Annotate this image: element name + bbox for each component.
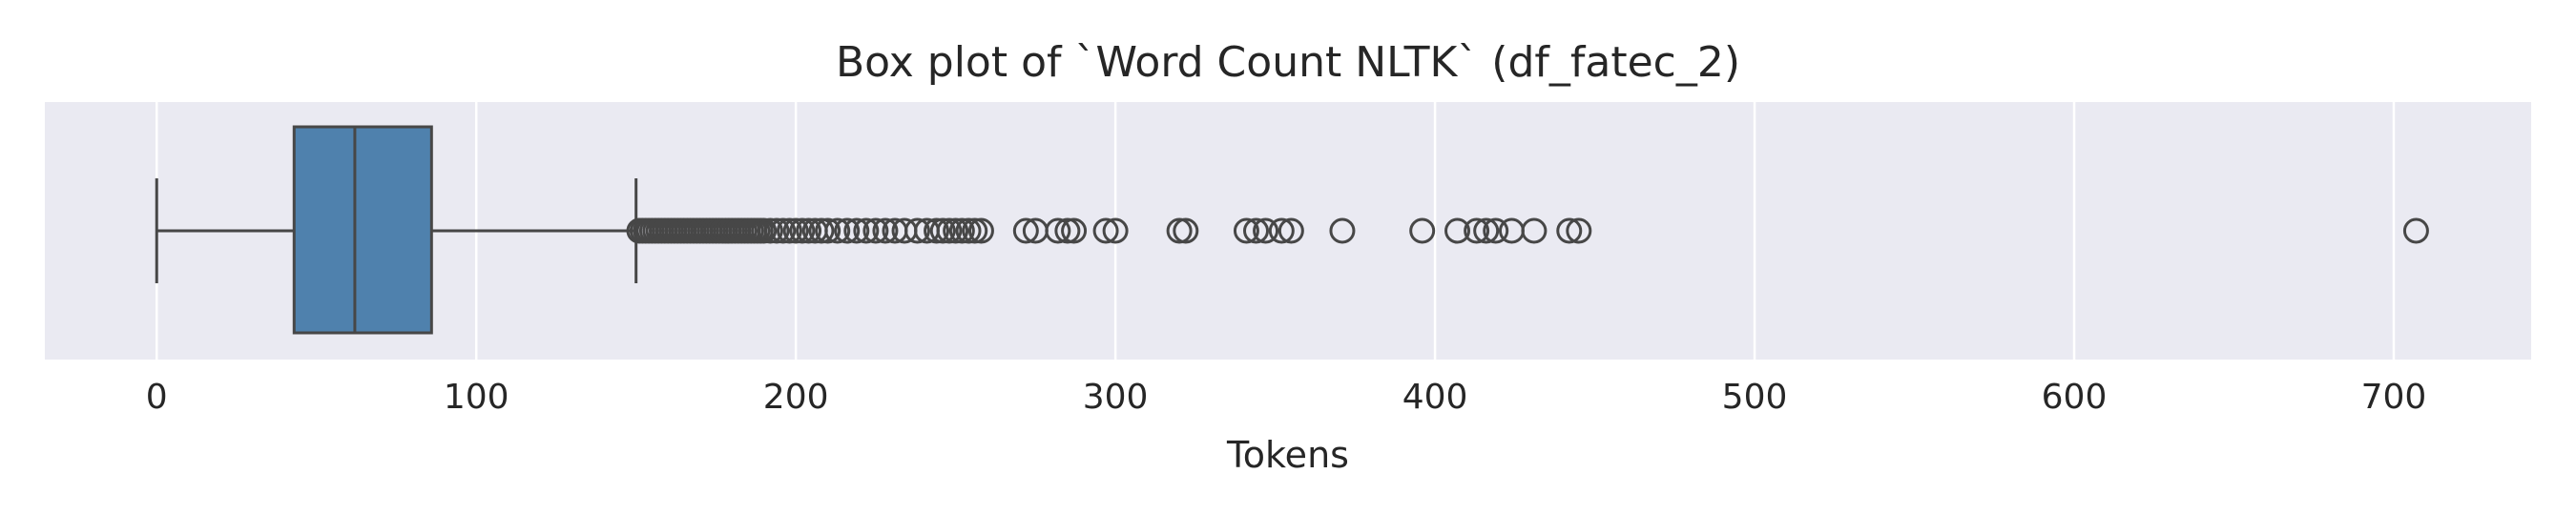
x-tick-labels: 0 100 200 300 400 500 600 700	[146, 378, 2427, 417]
box-group	[155, 125, 638, 335]
x-tick-label-600: 600	[2042, 378, 2108, 417]
outlier-point-60	[924, 217, 950, 244]
outlier-point-84	[1444, 217, 1471, 244]
outlier-point-71	[1054, 217, 1081, 244]
outlier-point-58	[904, 217, 930, 244]
outlier-point-77	[1233, 217, 1259, 244]
outlier-point-80	[1268, 217, 1295, 244]
outlier-point-85	[1464, 217, 1490, 244]
x-tick-label-500: 500	[1722, 378, 1788, 417]
outlier-point-39	[751, 217, 778, 244]
outlier-point-90	[1556, 217, 1583, 244]
outlier-point-86	[1473, 217, 1500, 244]
outlier-point-75	[1166, 217, 1193, 244]
outlier-point-82	[1329, 217, 1356, 244]
x-tick-label-400: 400	[1402, 378, 1468, 417]
outlier-point-44	[782, 217, 809, 244]
iqr-box	[292, 125, 433, 335]
outlier-point-43	[776, 217, 802, 244]
outlier-point-79	[1253, 217, 1279, 244]
outlier-point-73	[1092, 217, 1119, 244]
outlier-point-64	[948, 217, 975, 244]
chart-title: Box plot of `Word Count NLTK` (df_fatec_…	[836, 38, 1740, 87]
outlier-point-87	[1483, 217, 1509, 244]
x-axis-label: Tokens	[1226, 434, 1349, 476]
outlier-point-53	[853, 217, 880, 244]
x-tick-label-700: 700	[2361, 378, 2427, 417]
outlier-point-45	[789, 217, 816, 244]
outlier-point-61	[929, 217, 956, 244]
outlier-point-83	[1409, 217, 1436, 244]
outlier-point-42	[770, 217, 797, 244]
outlier-point-41	[763, 217, 790, 244]
outlier-point-67	[967, 217, 994, 244]
outlier-point-62	[936, 217, 963, 244]
outlier-point-46	[796, 217, 822, 244]
outlier-point-54	[862, 217, 889, 244]
outlier-point-51	[834, 217, 861, 244]
outlier-point-68	[1012, 217, 1039, 244]
outlier-point-89	[1521, 217, 1548, 244]
x-tick-label-200: 200	[763, 378, 829, 417]
outlier-point-70	[1045, 217, 1071, 244]
outlier-point-81	[1278, 217, 1304, 244]
outlier-point-76	[1173, 217, 1199, 244]
outlier-point-65	[955, 217, 982, 244]
outlier-point-92	[2402, 217, 2429, 244]
outlier-point-50	[824, 217, 851, 244]
outlier-point-66	[962, 217, 988, 244]
outlier-point-48	[808, 217, 835, 244]
x-tick-label-100: 100	[444, 378, 509, 417]
outlier-points	[626, 217, 2429, 244]
outlier-point-49	[815, 217, 841, 244]
x-tick-label-300: 300	[1083, 378, 1149, 417]
outlier-point-74	[1102, 217, 1129, 244]
outlier-point-63	[943, 217, 969, 244]
outlier-point-72	[1061, 217, 1088, 244]
outlier-point-52	[843, 217, 870, 244]
x-tick-label-0: 0	[146, 378, 168, 417]
outlier-point-40	[757, 217, 783, 244]
outlier-point-55	[872, 217, 899, 244]
outlier-point-91	[1566, 217, 1592, 244]
outlier-point-78	[1243, 217, 1270, 244]
